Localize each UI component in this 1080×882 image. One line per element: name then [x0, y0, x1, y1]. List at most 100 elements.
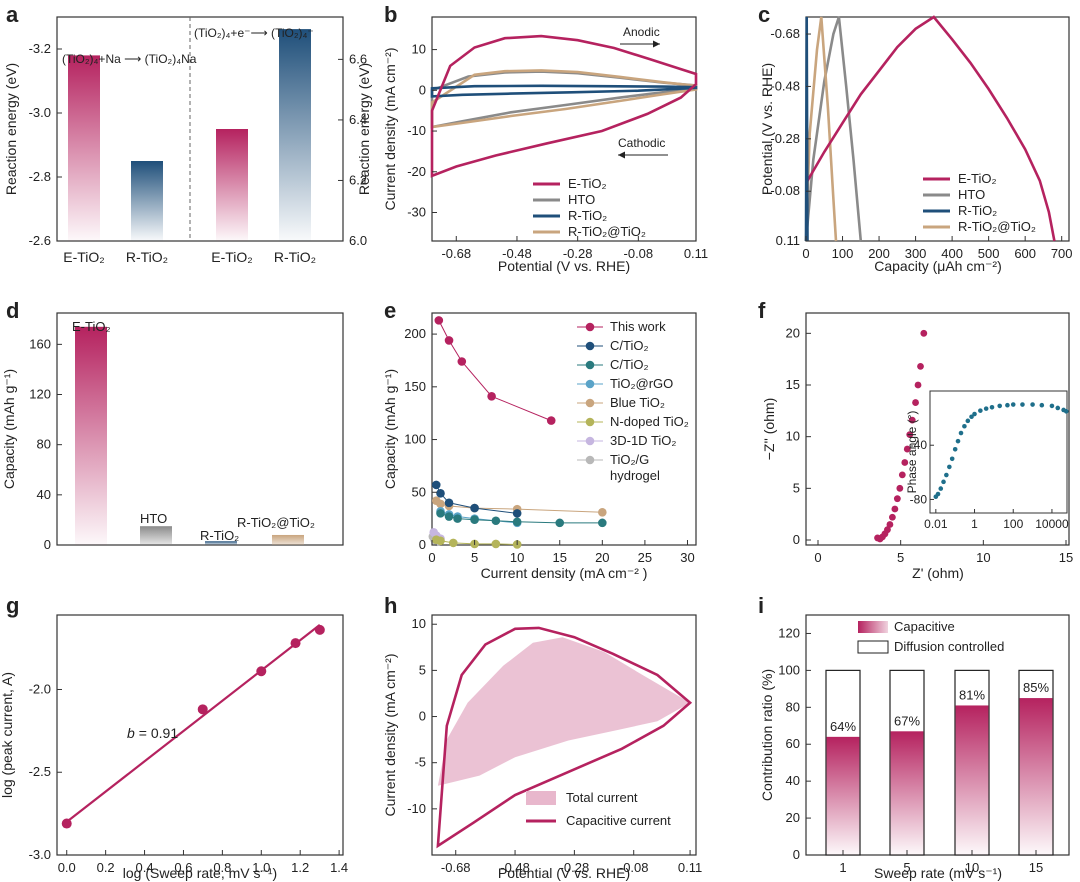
y-tick-label: 160: [29, 336, 51, 351]
y-axis-label: Current density (mA cm⁻²): [382, 654, 398, 817]
x-axis-label: Current density (mA cm⁻² ): [481, 565, 648, 581]
x-tick-label: -0.68: [441, 246, 471, 261]
fit-line: [66, 624, 321, 823]
category-label: R-TiO₂: [126, 249, 168, 265]
y-tick-label: -0.28: [770, 131, 800, 146]
bar-label: R-TiO₂@TiO₂: [237, 515, 315, 530]
legend-marker: [585, 417, 595, 427]
inset-data-point: [989, 404, 995, 410]
y-tick-label: 80: [37, 437, 51, 452]
plot-frame: [56, 16, 344, 242]
panel-label-b: b: [384, 2, 397, 27]
x-tick-label: -0.68: [441, 860, 471, 875]
series-line: [430, 34, 698, 178]
data-point: [314, 624, 325, 635]
legend-label: Capacitive current: [566, 813, 671, 828]
data-point: [912, 399, 919, 406]
annotation-na: (TiO₂)₄+Na ⟶ (TiO₂)₄Na: [62, 52, 197, 66]
data-point: [491, 539, 501, 549]
x-tick-label: 200: [868, 246, 890, 261]
x-tick-label: 15: [1059, 550, 1073, 565]
legend-marker: [585, 341, 595, 351]
inset-x-tick-label: 0.01: [924, 517, 948, 531]
y-axis-label: −Z'' (ohm): [761, 398, 777, 461]
data-point: [598, 508, 607, 517]
inset-data-point: [935, 491, 941, 497]
x-tick-label: 300: [905, 246, 927, 261]
inset-data-point: [962, 423, 967, 429]
y-tick-label: 10: [412, 616, 426, 631]
legend-label: Total current: [566, 790, 638, 805]
inset-data-point: [1020, 402, 1025, 407]
plot-frame: [805, 614, 1070, 856]
data-point: [256, 666, 267, 677]
x-axis-label: Sweep rate (mV s⁻¹): [874, 865, 1002, 881]
panel-label-g: g: [6, 593, 19, 618]
x-tick-label: 10: [976, 550, 990, 565]
legend-label: Blue TiO₂: [610, 395, 665, 410]
legend-label: C/TiO₂: [610, 338, 649, 353]
y-tick-label: -2.8: [29, 169, 51, 184]
inset-data-point: [1039, 402, 1045, 408]
x-tick-label: 0: [814, 550, 821, 565]
inset-data-point: [947, 464, 952, 470]
legend-label: TiO₂@rGO: [610, 376, 673, 391]
y-tick-label: -2.0: [29, 681, 51, 696]
y-tick-label: 5: [793, 480, 800, 495]
y-tick-label: 10: [786, 429, 800, 444]
y-tick-label: -30: [407, 204, 426, 219]
x-tick-label: 700: [1051, 246, 1073, 261]
x-tick-label: -0.48: [500, 860, 530, 875]
bar-label: E-TiO₂: [72, 319, 111, 334]
y-tick-label: 100: [778, 662, 800, 677]
data-point: [453, 514, 462, 523]
capacitive-current-line: [436, 626, 693, 849]
bar-label: R-TiO₂: [200, 528, 239, 543]
inset-y-tick-label: -40: [910, 438, 928, 452]
y-tick-label: 6.6: [349, 51, 367, 66]
legend-label: Diffusion controlled: [894, 639, 1004, 654]
legend-marker: [585, 360, 595, 370]
cathodic-arrowhead: [618, 151, 625, 159]
y-tick-label: 0: [419, 537, 426, 552]
y-tick-label: 0: [793, 847, 800, 862]
panel-g: 0.0 0.2 0.4 0.6 0.8 1.0 1.2 1.4 -2.0 -2.5 -3.0 b = …: [0, 614, 348, 881]
series-line: [430, 84, 698, 98]
annotation-cathodic: Cathodic: [618, 136, 665, 150]
x-tick-label: 10: [965, 860, 979, 875]
y-tick-label: 60: [786, 736, 800, 751]
data-point: [908, 416, 916, 424]
x-tick-label: 0.11: [684, 246, 708, 261]
bar: [75, 326, 107, 545]
x-tick-label: 5: [897, 550, 904, 565]
plot-frame: [431, 614, 697, 856]
legend-swatch: [857, 640, 889, 654]
plot-frame: [56, 312, 344, 546]
y-tick-label: 0: [419, 709, 426, 724]
annotation-anodic: Anodic: [623, 25, 660, 39]
y-tick-label: 20: [786, 810, 800, 825]
data-point: [512, 517, 522, 527]
inset-data-point: [941, 479, 946, 485]
y-tick-label: 20: [786, 325, 800, 340]
y-axis-label: Potential (V vs. RHE): [759, 63, 775, 195]
inset-data-point: [1010, 402, 1016, 407]
data-point: [546, 416, 556, 425]
legend-label: HTO: [568, 192, 595, 207]
y-axis-label: Capacity (mAh g⁻¹): [1, 369, 17, 489]
inset-data-point: [1005, 402, 1010, 408]
bar: [216, 129, 248, 241]
y-tick-label: -0.48: [770, 78, 800, 93]
x-axis-label: Capacity (μAh cm⁻²): [874, 258, 1001, 274]
data-point: [555, 518, 565, 528]
x-tick-label: 0: [802, 246, 809, 261]
y-tick-label: -20: [407, 164, 426, 179]
inset-data-point: [978, 408, 983, 413]
panel-a: -3.2 -3.0 -2.8 -2.6 6.6 6.4 6.2 6.0 (TiO₂)₄+Na…: [3, 16, 372, 265]
series-line: [804, 15, 1056, 242]
panel-f: 0 5 10 15 20 15 10 5 0 0.01 1 100 10000 -80 -40 Phase…: [761, 312, 1073, 581]
b-symbol: b: [127, 725, 135, 741]
inset-data-point: [955, 438, 961, 444]
x-axis-label: Potential (V vs. RHE): [498, 865, 630, 881]
inset-data-point: [1055, 405, 1061, 411]
